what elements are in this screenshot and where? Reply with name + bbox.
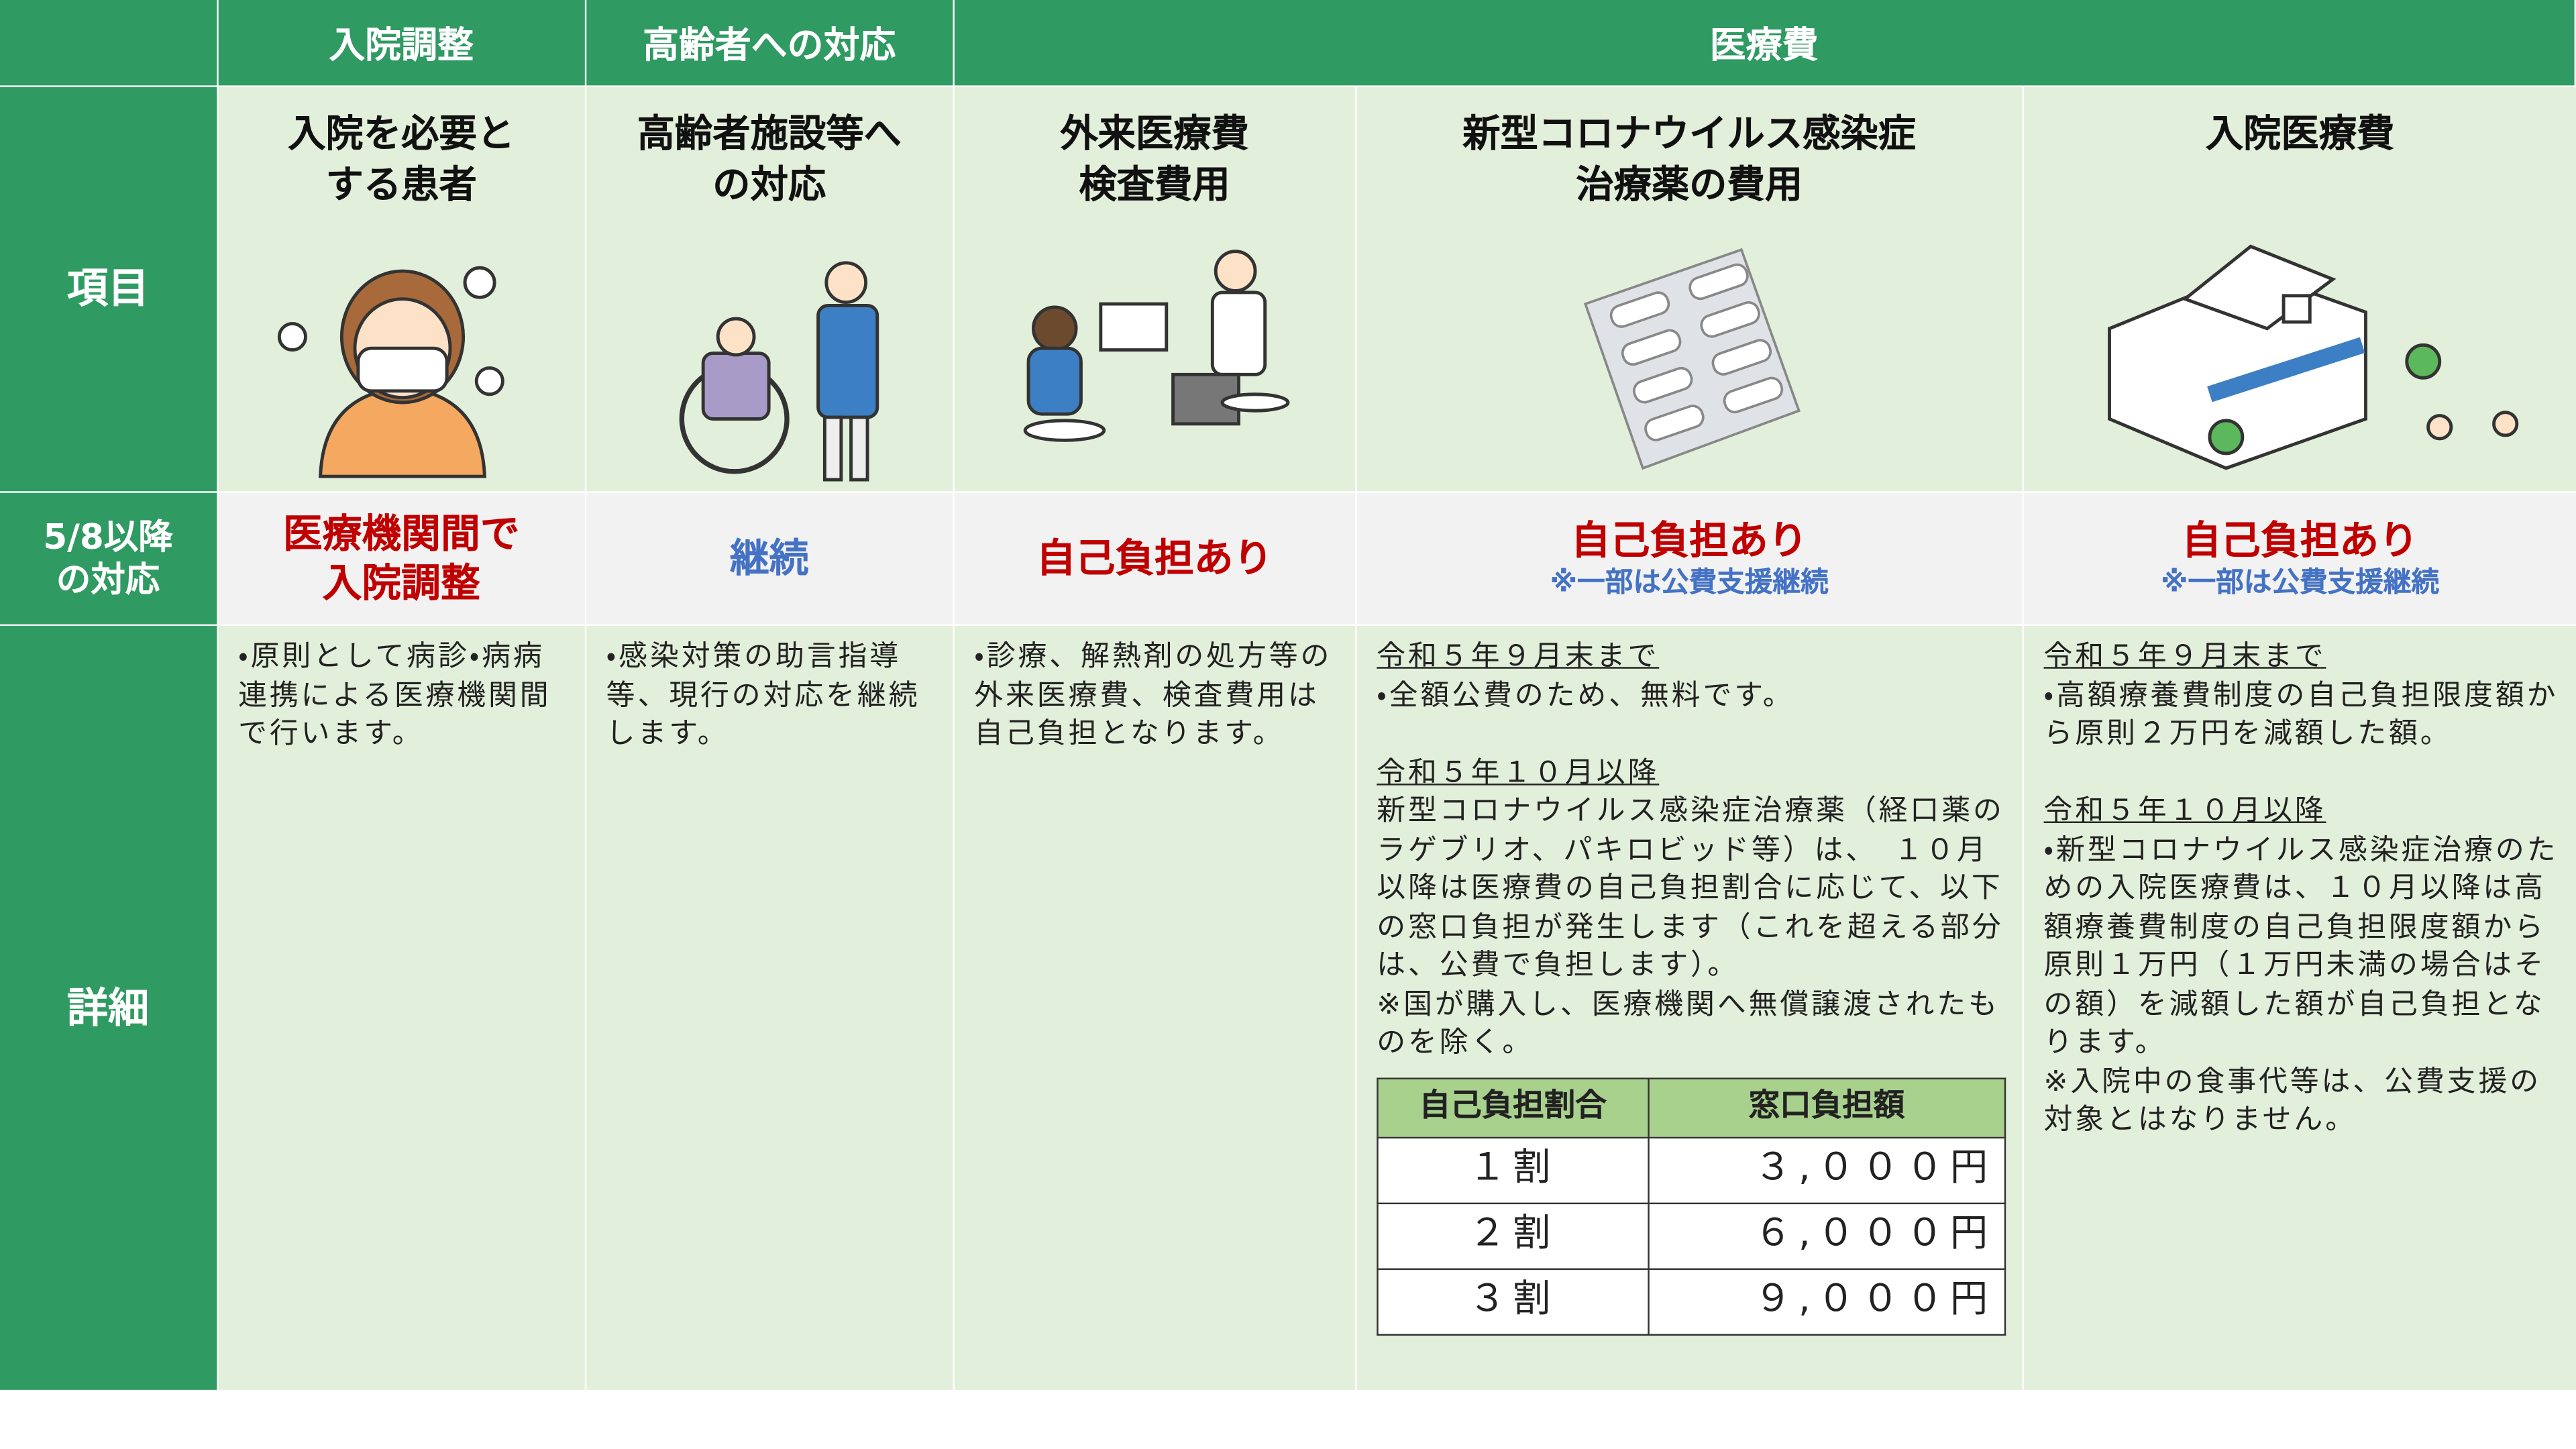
policy-text: 自己負担あり xyxy=(1570,517,1808,564)
row-label-text: 項目 xyxy=(66,264,150,313)
detail-cell: ・感染対策の助言指導等、現行の対応を継続します。 xyxy=(586,626,953,1390)
row-label-text: 5/8以降 xyxy=(43,517,173,556)
fee-table-header: 自己負担割合 窓口負担額 xyxy=(1377,1077,2006,1138)
detail-line: ・診療、解熱剤の処方等の外来医療費、検査費用は自己負担となります。 xyxy=(974,641,1332,751)
detail-line: ※国が購入し、医療機関へ無償譲渡されたものを除く。 xyxy=(1377,988,2000,1060)
row-label-text: の対応 xyxy=(56,559,160,600)
detail-heading: 令和５年１０月以降 xyxy=(1377,756,1660,790)
row-label: 5/8以降 の対応 xyxy=(0,492,217,624)
fee-table-row: ３割 ９,０００円 xyxy=(1377,1267,2006,1335)
group-header: 医療費 xyxy=(954,0,2574,85)
row-label: 詳細 xyxy=(0,626,217,1390)
item-cell: 外来医療費 検査費用 xyxy=(954,87,1355,491)
fee-table-cell: ３,０００円 xyxy=(1647,1136,2006,1203)
fee-table-cell: ６,０００円 xyxy=(1647,1201,2006,1269)
detail-line: ・原則として病診・病病連携による医療機関間で行います。 xyxy=(238,641,551,751)
group-header-text: 入院調整 xyxy=(329,25,474,67)
detail-text: ※入院中の食事代等は、公費支援の対象とはなりません。 xyxy=(2044,1064,2560,1141)
detail-cell: 令和５年９月末まで・全額公費のため、無料です。 令和５年１０月以降新型コロナウイル… xyxy=(1356,626,2022,1390)
detail-line: 新型コロナウイルス感染症治療薬（経口薬のラゲブリオ、パキロビッド等）は、 １０月… xyxy=(1377,795,2004,983)
fee-table-cell: ９,０００円 xyxy=(1647,1267,2006,1335)
policy-note: ※一部は公費支援継続 xyxy=(1550,566,1829,600)
fee-table-cell: １割 xyxy=(1377,1136,1650,1203)
policy-text: 自己負担あり xyxy=(1036,535,1273,582)
detail-text: ・全額公費のため、無料です。 xyxy=(1377,678,2005,716)
detail-text: ※国が購入し、医療機関へ無償譲渡されたものを除く。 xyxy=(1377,987,2005,1064)
row-label-text: 詳細 xyxy=(66,983,150,1032)
detail-text: ・原則として病診・病病連携による医療機関間で行います。 xyxy=(238,639,568,755)
corner-header xyxy=(0,0,217,85)
group-header: 入院調整 xyxy=(218,0,584,85)
detail-cell: ・診療、解熱剤の処方等の外来医療費、検査費用は自己負担となります。 xyxy=(954,626,1355,1390)
policy-cell: 自己負担あり xyxy=(954,492,1355,624)
item-title: の対応 xyxy=(712,164,826,207)
policy-note: ※一部は公費支援継続 xyxy=(2160,566,2440,600)
detail-text: 令和５年９月末まで xyxy=(2044,639,2560,678)
fee-table-row: ２割 ６,０００円 xyxy=(1377,1201,2006,1269)
item-title: 入院医療費 xyxy=(2205,113,2395,156)
item-title: する患者 xyxy=(325,164,477,207)
item-title: 新型コロナウイルス感染症 xyxy=(1462,113,1917,156)
item-title: 外来医療費 xyxy=(1060,113,1249,156)
detail-text: 令和５年１０月以降 xyxy=(2044,794,2560,833)
detail-text: ・診療、解熱剤の処方等の外来医療費、検査費用は自己負担となります。 xyxy=(974,639,1338,755)
policy-text: 入院調整 xyxy=(322,559,480,606)
detail-text: ・新型コロナウイルス感染症治療のための入院医療費は、１０月以降は高額療養費制度の… xyxy=(2044,832,2560,1063)
item-cell: 高齢者施設等へ の対応 xyxy=(586,87,953,491)
item-cell: 入院医療費 xyxy=(2024,87,2576,491)
group-header-text: 医療費 xyxy=(1709,25,1819,67)
row-label: 項目 xyxy=(0,87,217,491)
fee-table-cell: ３割 xyxy=(1377,1267,1650,1335)
group-header: 高齢者への対応 xyxy=(586,0,953,85)
item-cell: 入院を必要と する患者 xyxy=(218,87,584,491)
detail-text: 令和５年９月末まで xyxy=(1377,639,2005,678)
item-cell: 新型コロナウイルス感染症 治療薬の費用 xyxy=(1356,87,2022,491)
item-title: 治療薬の費用 xyxy=(1576,164,1803,207)
group-header-text: 高齢者への対応 xyxy=(643,25,896,67)
item-title: 高齢者施設等へ xyxy=(637,113,902,156)
detail-line: ・新型コロナウイルス感染症治療のための入院医療費は、１０月以降は高額療養費制度の… xyxy=(2043,833,2559,1060)
policy-cell: 自己負担あり ※一部は公費支援継続 xyxy=(2024,492,2576,624)
detail-text: ・感染対策の助言指導等、現行の対応を継続します。 xyxy=(606,639,936,755)
policy-text: 自己負担あり xyxy=(2182,517,2418,564)
detail-heading: 令和５年１０月以降 xyxy=(2043,795,2326,828)
item-title: 入院を必要と xyxy=(288,113,515,156)
detail-cell: 令和５年９月末まで・高額療養費制度の自己負担限度額から原則２万円を減額した額。令… xyxy=(2024,626,2576,1390)
detail-heading: 令和５年９月末まで xyxy=(1377,641,1660,674)
fee-table: 自己負担割合 窓口負担額 １割 ３,０００円 ２割 ６,０００円 ３割 ９,０００円 xyxy=(1377,1077,2006,1335)
fee-table-header-cell: 窓口負担額 xyxy=(1647,1077,2006,1138)
policy-cell: 医療機関間で 入院調整 xyxy=(218,492,584,624)
policy-cell: 継続 xyxy=(586,492,953,624)
detail-line: ・全額公費のため、無料です。 xyxy=(1377,679,1794,712)
detail-text: 新型コロナウイルス感染症治療薬（経口薬のラゲブリオ、パキロビッド等）は、 １０月… xyxy=(1377,794,2005,987)
detail-line: ・感染対策の助言指導等、現行の対応を継続します。 xyxy=(606,641,920,751)
detail-heading: 令和５年９月末まで xyxy=(2043,641,2326,674)
policy-text: 医療機関間で xyxy=(282,511,520,557)
item-title: 検査費用 xyxy=(1079,164,1230,207)
detail-line: ・高額療養費制度の自己負担限度額から原則２万円を減額した額。 xyxy=(2043,679,2559,751)
detail-cell: ・原則として病診・病病連携による医療機関間で行います。 xyxy=(218,626,584,1390)
fee-table-header-cell: 自己負担割合 xyxy=(1377,1077,1650,1138)
detail-text: 令和５年１０月以降 xyxy=(1377,755,2005,794)
detail-line: ※入院中の食事代等は、公費支援の対象とはなりません。 xyxy=(2043,1065,2541,1137)
detail-text: ・高額療養費制度の自己負担限度額から原則２万円を減額した額。 xyxy=(2044,678,2560,755)
fee-table-row: １割 ３,０００円 xyxy=(1377,1136,2006,1203)
policy-cell: 自己負担あり ※一部は公費支援継続 xyxy=(1356,492,2022,624)
policy-text: 継続 xyxy=(729,535,809,582)
fee-table-cell: ２割 xyxy=(1377,1201,1650,1269)
